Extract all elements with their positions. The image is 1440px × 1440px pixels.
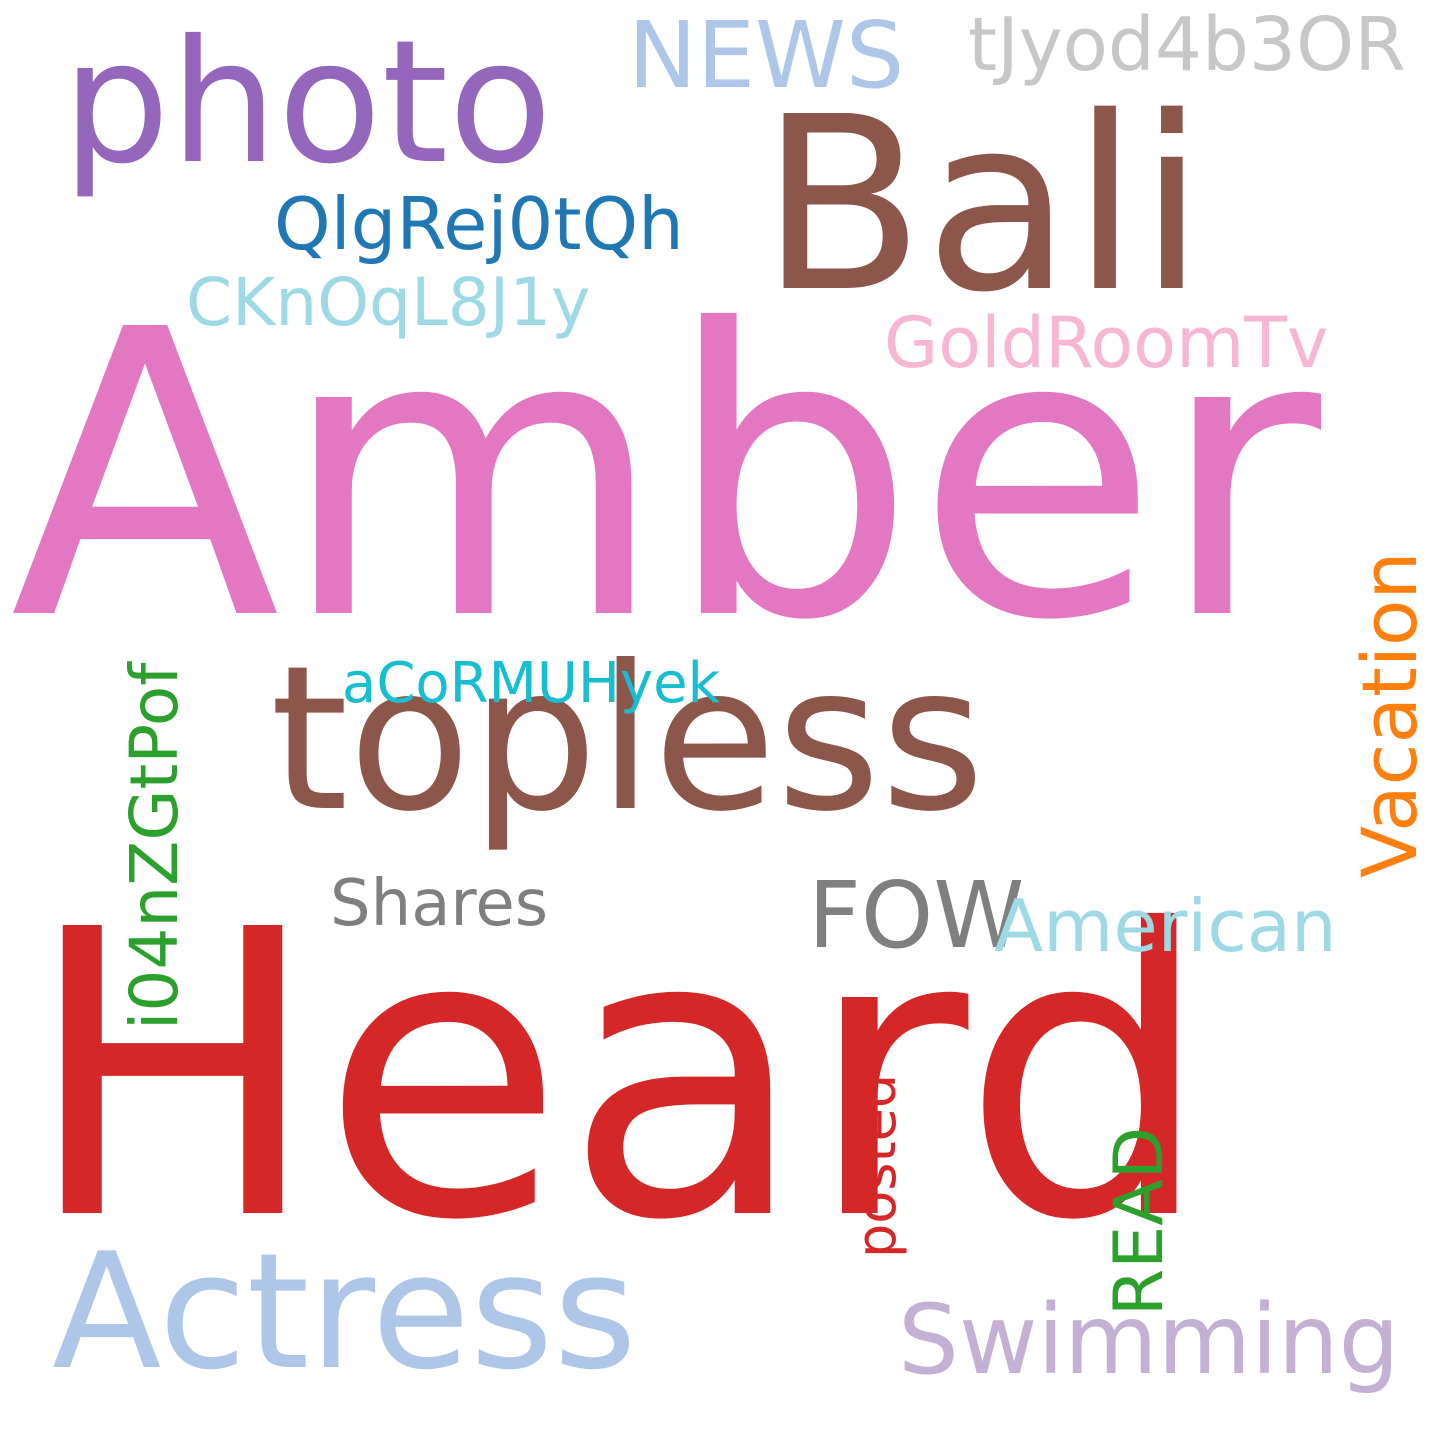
word-amber: Amber [10, 247, 1322, 707]
word-heard: Heard [24, 847, 1213, 1307]
word-photo: photo [62, 4, 553, 202]
word-qlgrej: QlgRej0tQh [274, 182, 684, 266]
word-swimming: Swimming [898, 1284, 1400, 1396]
word-i04: i04nZGtPof [116, 662, 193, 1030]
word-acor: aCoRMUHyek [342, 651, 721, 716]
word-shares: Shares [330, 867, 549, 941]
word-vacation: Vacation [1345, 551, 1434, 878]
word-bali: Bali [760, 65, 1206, 345]
word-topless: topless [270, 623, 985, 856]
word-news: NEWS [628, 2, 905, 109]
word-posted: posted [845, 1073, 908, 1258]
word-tjyod: tJyod4b3OR [968, 2, 1406, 88]
word-ckn: CKnOqL8J1y [186, 264, 591, 341]
word-american: American [994, 884, 1337, 968]
word-actress: Actress [52, 1218, 637, 1405]
word-goldroom: GoldRoomTv [884, 302, 1329, 384]
word-fow: FOW [808, 862, 1025, 969]
word-read: READ [1100, 1126, 1179, 1316]
